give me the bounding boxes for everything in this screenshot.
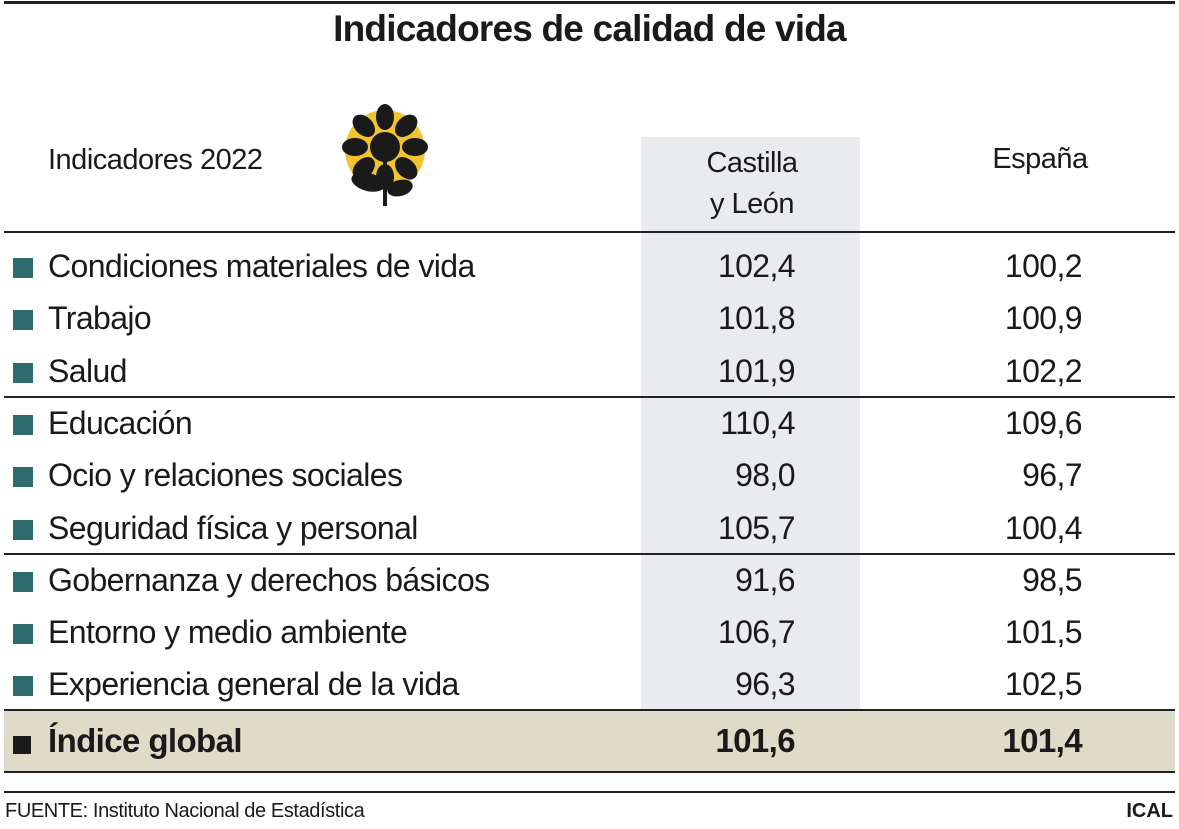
row-label: Condiciones materiales de vida [48, 248, 475, 284]
marker-square [13, 467, 33, 488]
row-label: Índice global [48, 722, 242, 759]
value-castilla-leon: 101,8 [717, 300, 796, 337]
row-label: Entorno y medio ambiente [48, 614, 408, 651]
value-espana: 101,4 [1002, 722, 1082, 759]
marker-square [13, 624, 33, 645]
table-row: Educación 110,4 109,6 [0, 398, 1179, 450]
header-indicators: Indicadores 2022 [48, 144, 263, 176]
total-row: Índice global 101,6 101,4 [0, 715, 1179, 767]
table-row: Entorno y medio ambiente 106,7 101,5 [0, 607, 1179, 659]
value-castilla-leon: 105,7 [717, 509, 796, 546]
global-row-background [4, 711, 1175, 772]
divider [4, 396, 1175, 398]
value-castilla-leon: 98,0 [735, 457, 795, 494]
row-label: Educación [48, 404, 193, 441]
table-row: Salud 101,9 102,2 [0, 346, 1179, 398]
divider [4, 709, 1175, 711]
row-label: Salud [48, 352, 127, 389]
row-label: Experiencia general de la vida [48, 666, 459, 703]
header-espana: España [992, 143, 1088, 175]
marker-square [13, 310, 33, 331]
marker-square [13, 258, 33, 278]
value-espana: 100,4 [1004, 509, 1083, 546]
divider [4, 231, 1175, 233]
value-espana: 96,7 [1022, 457, 1082, 494]
header-cyl-line1: Castilla [706, 147, 798, 179]
top-rule [4, 1, 1175, 4]
source-note: FUENTE: Instituto Nacional de Estadístic… [5, 800, 365, 822]
page-title: Indicadores de calidad de vida [333, 8, 846, 49]
marker-square [13, 414, 33, 435]
header-cyl-line2: y León [709, 188, 795, 220]
table-row: Ocio y relaciones sociales 98,0 96,7 [0, 450, 1179, 502]
table-row: Condiciones materiales de vida 102,4 100,2 [0, 241, 1179, 293]
marker-square [13, 571, 33, 592]
value-castilla-leon: 101,6 [715, 722, 795, 759]
value-castilla-leon: 102,4 [717, 248, 796, 284]
row-label: Seguridad física y personal [48, 509, 418, 546]
value-espana: 100,9 [1004, 300, 1083, 337]
brand-label: ICAL [1126, 800, 1173, 822]
flower-sun-icon [342, 104, 428, 206]
marker-square [13, 519, 33, 540]
table-row: Experiencia general de la vida 96,3 102,5 [0, 659, 1179, 711]
row-label: Gobernanza y derechos básicos [48, 561, 490, 598]
table-row: Trabajo 101,8 100,9 [0, 293, 1179, 345]
value-castilla-leon: 91,6 [735, 561, 795, 598]
marker-square [13, 736, 31, 754]
value-espana: 102,5 [1004, 666, 1083, 703]
value-castilla-leon: 96,3 [735, 666, 795, 703]
table-row: Gobernanza y derechos básicos 91,6 98,5 [0, 555, 1179, 607]
divider [4, 553, 1175, 555]
value-castilla-leon: 106,7 [717, 614, 796, 651]
divider [4, 791, 1175, 793]
row-label: Ocio y relaciones sociales [48, 457, 403, 494]
header-castilla-leon: Castilla y León [641, 143, 863, 225]
marker-square [13, 362, 33, 383]
table-row: Seguridad física y personal 105,7 100,4 [0, 503, 1179, 555]
value-espana: 102,2 [1004, 352, 1083, 389]
row-label: Trabajo [48, 300, 152, 337]
value-espana: 101,5 [1004, 614, 1083, 651]
value-espana: 100,2 [1004, 248, 1083, 284]
value-castilla-leon: 110,4 [720, 404, 795, 441]
value-espana: 98,5 [1022, 561, 1082, 598]
marker-square [13, 676, 33, 697]
value-castilla-leon: 101,9 [717, 352, 796, 389]
value-espana: 109,6 [1004, 404, 1083, 441]
divider [4, 771, 1175, 773]
